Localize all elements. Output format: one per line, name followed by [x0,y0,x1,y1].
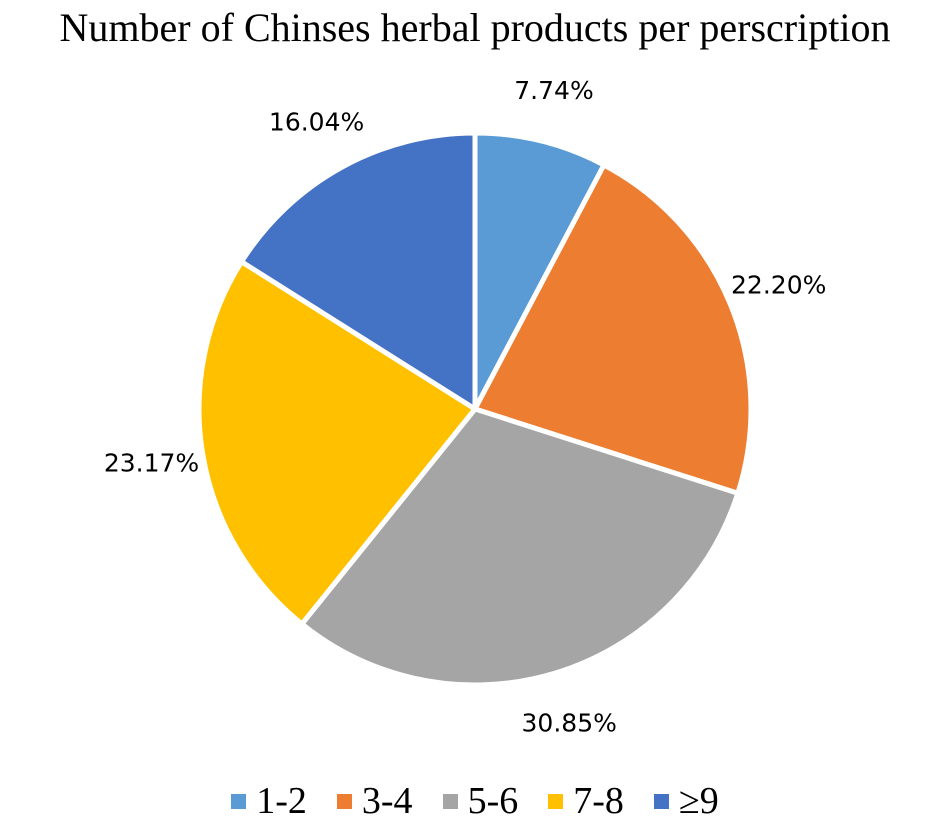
legend-label: 7-8 [573,780,624,822]
legend-label: 3-4 [361,780,413,822]
pie-slice-2 [472,162,754,496]
pie-slice-1 [472,130,607,412]
pie-data-labels: 7.74% 22.20% 30.85% 23.17% 16.04% [104,76,827,738]
legend-swatch [653,793,669,809]
pie-chart: 7.74% 22.20% 30.85% 23.17% 16.04% [104,76,827,738]
legend-item-1: 1-2 [231,782,307,820]
data-label-1: 7.74% [514,76,593,105]
legend-swatch [231,793,247,809]
legend-item-2: 3-4 [336,780,413,822]
legend-label: ≥9 [678,780,719,822]
pie-slice-5 [239,130,478,412]
legend-swatch [442,793,458,809]
data-label-5: 16.04% [269,107,364,136]
data-label-3: 30.85% [522,709,617,738]
chart-title: Number of Chinses herbal products per pe… [59,5,891,50]
pie-slice-4 [196,259,478,627]
legend-item-4: 7-8 [548,782,624,820]
data-label-4: 23.17% [104,448,199,477]
legend-item-5: ≥9 [653,780,719,822]
legend-item-3: 5-6 [442,780,519,822]
data-label-2: 22.20% [731,271,826,300]
legend-label: 5-6 [467,780,519,822]
legend-swatch [548,793,564,809]
legend: 1-2 3-4 5-6 7-8 ≥9 [0,776,950,826]
pie-slices [196,130,754,688]
legend-swatch [336,793,352,809]
pie-slice-3 [299,406,741,688]
legend-label: 1-2 [256,780,307,822]
